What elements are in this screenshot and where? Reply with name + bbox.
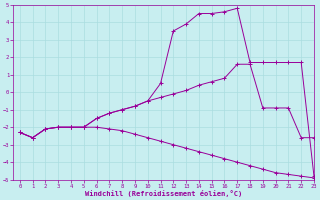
X-axis label: Windchill (Refroidissement éolien,°C): Windchill (Refroidissement éolien,°C) [85,190,242,197]
